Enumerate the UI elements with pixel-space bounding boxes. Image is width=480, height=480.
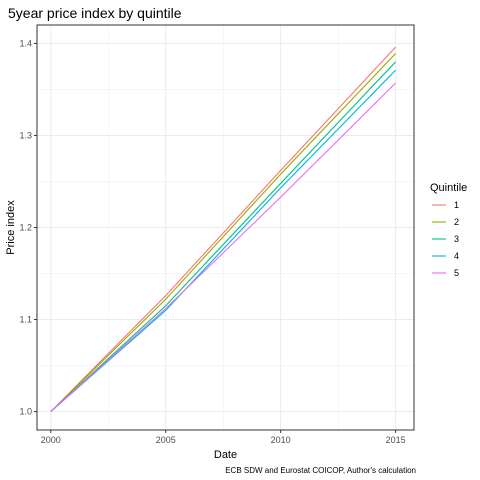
legend-label-quintile-2: 2 (454, 217, 459, 227)
series-line-quintile-3 (50, 61, 397, 412)
chart-caption: ECB SDW and Eurostat COICOP, Author's ca… (225, 466, 416, 475)
legend-label-quintile-4: 4 (454, 251, 459, 261)
legend-label-quintile-3: 3 (454, 234, 459, 244)
y-tick-label: 1.2 (19, 223, 32, 233)
chart-title: 5year price index by quintile (8, 5, 182, 21)
y-tick-label: 1.4 (19, 38, 32, 48)
legend-label-quintile-5: 5 (454, 268, 459, 278)
x-tick-label: 2015 (386, 435, 406, 445)
series-line-quintile-2 (50, 53, 397, 412)
x-axis-title: Date (214, 449, 237, 461)
series-line-quintile-1 (50, 46, 397, 412)
x-tick-label: 2000 (41, 435, 61, 445)
x-tick-label: 2010 (271, 435, 291, 445)
legend-title: Quintile (430, 182, 467, 194)
plot-area: 2000 2005 2010 2015 1.0 1.1 1.2 1.3 1.4 (19, 24, 415, 445)
series-line-quintile-5 (50, 82, 396, 412)
x-tick-label: 2005 (156, 435, 176, 445)
y-tick-label: 1.1 (19, 315, 32, 325)
series-line-quintile-4 (50, 69, 397, 413)
y-tick-label: 1.0 (19, 407, 32, 417)
legend-label-quintile-1: 1 (454, 200, 459, 210)
legend: Quintile 1 2 3 4 5 (430, 182, 467, 278)
y-axis-title: Price index (5, 200, 17, 255)
y-tick-label: 1.3 (19, 130, 32, 140)
